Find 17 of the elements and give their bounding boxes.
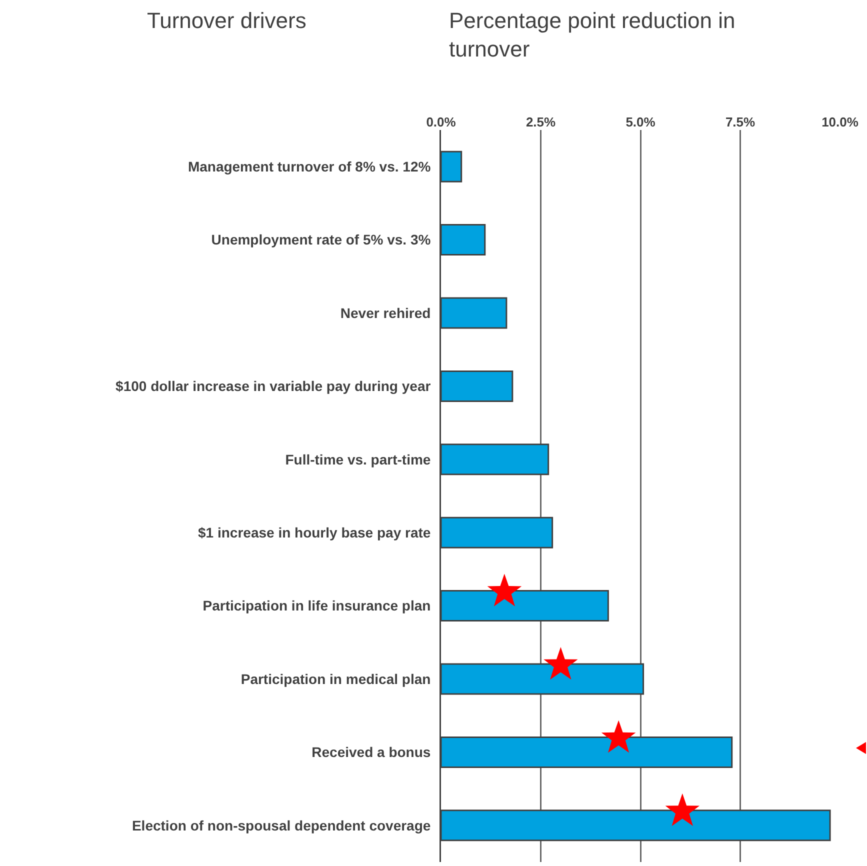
y-tick-label: Received a bonus	[312, 744, 431, 760]
y-tick-label: Election of non-spousal dependent coverage	[132, 817, 431, 834]
x-tick-label: 10.0%	[822, 114, 859, 130]
y-tick-label: $1 increase in hourly base pay rate	[198, 524, 431, 540]
x-tick-label: 5.0%	[626, 114, 656, 130]
x-axis-title: Percentage point reduction in turnover	[449, 8, 736, 62]
x-tick-label: 0.0%	[426, 114, 456, 130]
y-tick-label: Unemployment rate of 5% vs. 3%	[211, 232, 432, 248]
y-tick-label: Participation in medical plan	[240, 670, 431, 687]
y-tick-label: Management turnover of 8% vs. 12%	[188, 158, 432, 174]
x-tick-label: 7.5%	[725, 114, 756, 130]
y-tick-label: $100 dollar increase in variable pay during year	[116, 378, 432, 394]
y-axis-title: Turnover drivers	[147, 8, 306, 33]
y-tick-label: Full-time vs. part-time	[285, 451, 431, 468]
y-tick-label: Never rehired	[340, 304, 431, 321]
y-tick-label: Participation in life insurance plan	[202, 598, 431, 614]
x-tick-label: 2.5%	[526, 114, 556, 130]
